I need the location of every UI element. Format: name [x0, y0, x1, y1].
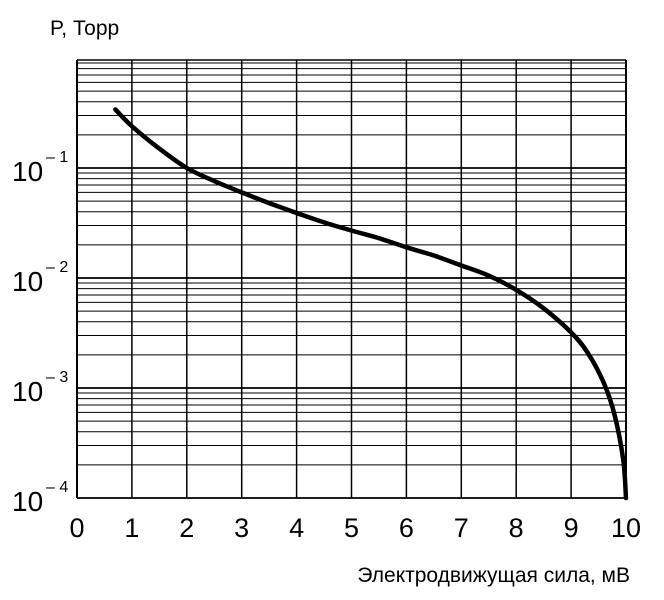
y-tick-exponent: – 2: [46, 259, 68, 276]
x-tick-label: 3: [234, 513, 249, 543]
y-tick-label: 10: [12, 376, 43, 407]
series-line: [113, 107, 629, 501]
x-tick-label: 6: [399, 513, 414, 543]
grid: [76, 59, 627, 499]
y-tick-label: 10: [12, 266, 43, 297]
x-tick-label: 10: [611, 513, 641, 543]
x-tick-label: 7: [454, 513, 469, 543]
x-tick-label: 1: [124, 513, 139, 543]
x-tick-label: 8: [509, 513, 524, 543]
x-tick-label: 2: [179, 513, 194, 543]
x-tick-label: 5: [344, 513, 359, 543]
y-tick-label: 10: [12, 156, 43, 187]
y-axis-label: P, Торр: [50, 17, 119, 40]
x-tick-label: 9: [564, 513, 579, 543]
x-tick-label: 4: [289, 513, 304, 543]
series-layer: [113, 107, 629, 501]
y-tick-exponent: – 4: [46, 479, 68, 496]
y-tick-exponent: – 3: [46, 369, 68, 386]
x-tick-label: 0: [69, 513, 84, 543]
y-tick-exponent: – 1: [46, 149, 68, 166]
x-axis-label: Электродвижущая сила, мВ: [357, 564, 630, 587]
y-tick-label: 10: [12, 486, 43, 517]
